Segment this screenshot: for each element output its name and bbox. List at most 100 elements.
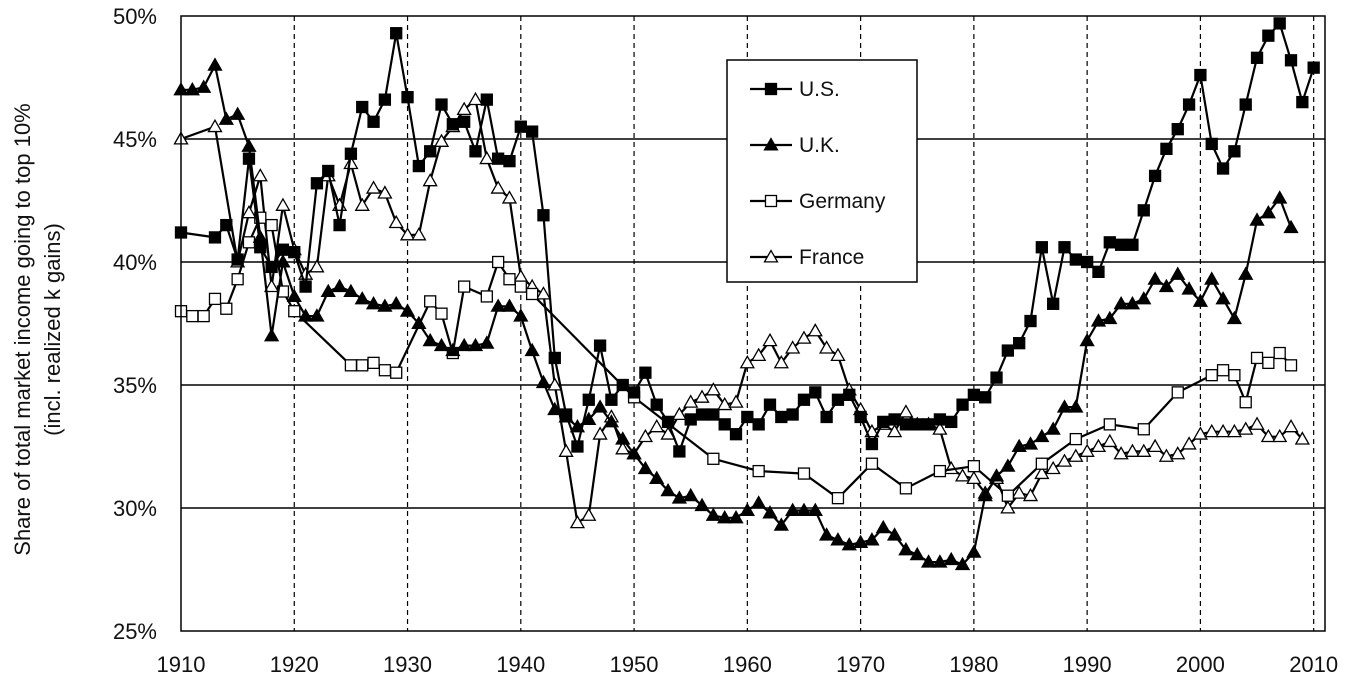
data-point-uk (739, 502, 755, 516)
data-point-uk (501, 298, 518, 312)
data-point-germany (390, 366, 403, 379)
data-point-uk (1068, 399, 1084, 413)
data-point-us (1228, 145, 1241, 158)
data-point-france (377, 185, 393, 199)
data-point-uk (1226, 310, 1243, 325)
data-point-us (276, 243, 290, 256)
data-point-uk (694, 497, 710, 512)
data-point-us (820, 410, 833, 424)
data-point-germany (1284, 359, 1298, 372)
data-point-uk (467, 337, 484, 352)
data-point-germany (1035, 457, 1048, 470)
x-tick-label: 1960 (723, 652, 772, 677)
data-point-france (1215, 423, 1231, 438)
data-point-france (569, 514, 586, 529)
data-point-uk (1124, 296, 1141, 310)
data-point-germany (231, 273, 244, 286)
data-point-us (763, 398, 777, 411)
y-tick-label: 50% (113, 4, 157, 29)
data-point-uk (365, 296, 382, 310)
legend-entry-germany: Germany (750, 190, 886, 213)
data-point-uk (705, 507, 721, 521)
data-point-us (401, 91, 414, 104)
data-point-us (707, 408, 720, 421)
data-point-france (1181, 436, 1197, 450)
grid (181, 16, 1325, 631)
data-point-france (456, 101, 472, 116)
data-point-france (343, 155, 359, 170)
data-point-us (752, 418, 765, 431)
data-point-france (762, 332, 778, 347)
data-point-us (945, 415, 958, 429)
data-point-france (388, 214, 404, 229)
data-point-france (1249, 416, 1265, 430)
data-point-uk (932, 554, 948, 568)
data-point-france (309, 259, 325, 273)
data-point-uk (762, 505, 778, 519)
data-point-us (1069, 253, 1082, 266)
data-point-uk (1000, 458, 1016, 472)
data-point-france (275, 197, 291, 211)
data-point-france (683, 394, 699, 408)
data-point-france (1068, 448, 1084, 462)
data-point-france (615, 441, 631, 455)
data-point-uk (920, 554, 937, 568)
data-point-us (1035, 241, 1048, 254)
data-point-uk (320, 283, 336, 298)
data-point-uk (343, 283, 359, 298)
data-point-germany (1228, 369, 1241, 382)
data-point-france (592, 426, 608, 440)
data-point-us (899, 418, 913, 431)
data-point-us (1024, 314, 1037, 328)
data-point-us (1126, 238, 1139, 251)
data-point-germany (752, 464, 765, 478)
data-point-france (1294, 431, 1310, 445)
data-point-france (671, 406, 687, 421)
series-layer (173, 17, 1320, 571)
data-point-us (684, 413, 697, 426)
data-point-germany (1137, 423, 1150, 436)
data-point-france (932, 421, 948, 435)
data-point-france (807, 323, 823, 337)
data-point-uk (1011, 438, 1027, 453)
data-point-uk (796, 502, 812, 516)
data-point-uk (456, 337, 472, 352)
data-point-us (797, 393, 811, 406)
data-point-us (593, 339, 607, 352)
data-point-uk (354, 291, 370, 305)
x-tick-label: 1980 (949, 652, 998, 677)
data-point-us (537, 209, 550, 222)
data-point-germany (1001, 489, 1015, 502)
data-point-us (1080, 255, 1094, 269)
data-point-uk (954, 556, 971, 571)
data-point-france (354, 197, 370, 211)
data-point-us (231, 253, 244, 266)
legend-label: Germany (799, 190, 886, 213)
data-point-uk (1192, 293, 1209, 307)
series-germany (174, 211, 1298, 505)
data-point-us (741, 410, 754, 424)
data-point-us (695, 408, 709, 421)
data-point-france (886, 423, 903, 438)
data-point-uk (1238, 266, 1254, 280)
data-point-france (717, 396, 733, 411)
data-point-uk (728, 510, 744, 524)
data-point-us (729, 428, 743, 441)
legend-marker (764, 82, 778, 96)
data-point-us (1262, 29, 1275, 42)
y-tick-label: 40% (113, 250, 157, 275)
data-point-us (1239, 98, 1252, 111)
legend-entry-us: U.S. (750, 78, 840, 101)
data-point-uk (377, 298, 393, 312)
data-point-us (605, 393, 618, 406)
data-point-uk (1170, 266, 1186, 280)
data-point-france (479, 150, 495, 165)
data-point-uk (1249, 212, 1265, 226)
data-point-us (1137, 204, 1150, 217)
data-point-france (1090, 438, 1107, 453)
data-point-uk (1102, 310, 1118, 325)
series-uk (173, 57, 1299, 571)
data-point-uk (773, 517, 789, 531)
data-point-france (411, 227, 427, 241)
data-point-uk (524, 342, 540, 357)
